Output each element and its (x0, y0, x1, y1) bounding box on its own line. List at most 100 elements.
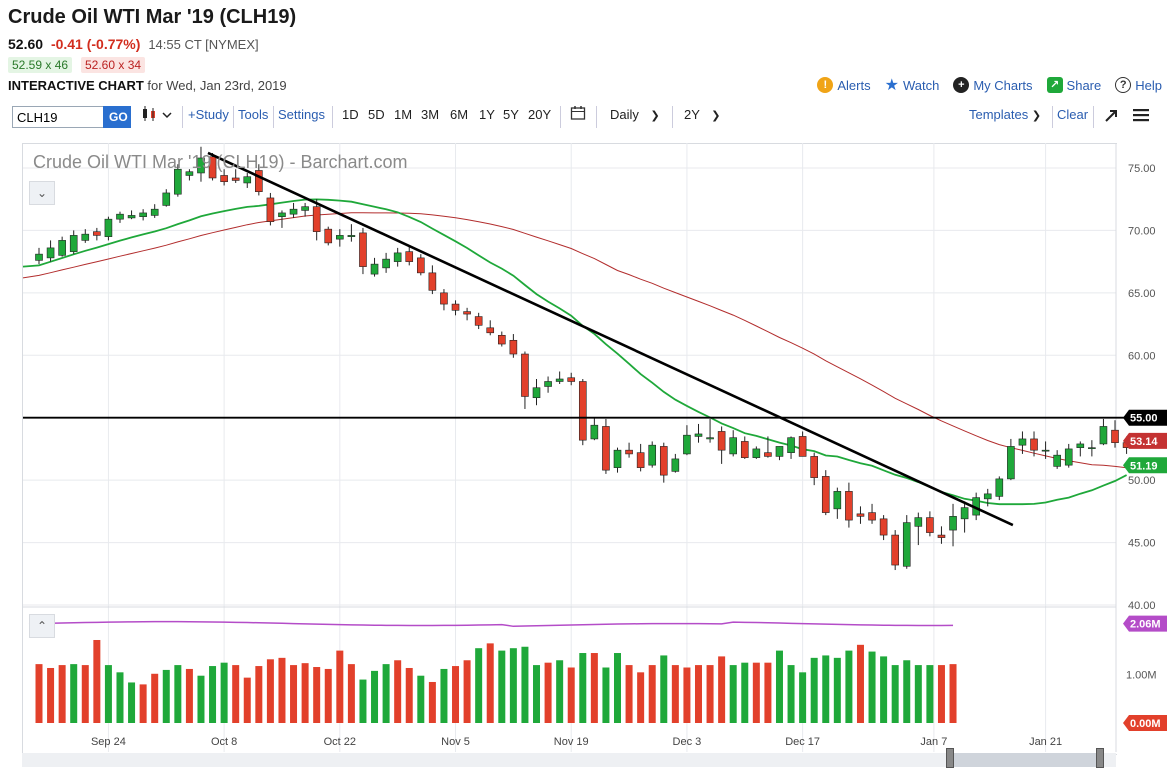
candle-body (301, 206, 309, 211)
volume-bar (949, 664, 957, 723)
menu-icon[interactable] (1133, 108, 1149, 125)
volume-bar (914, 665, 922, 723)
volume-bar (394, 660, 402, 723)
volume-bar (47, 667, 55, 723)
time-scrollbar[interactable] (22, 753, 1116, 767)
candle-body (266, 197, 275, 222)
volume-bar (752, 662, 760, 723)
scrollbar-thumb[interactable] (950, 753, 1100, 767)
range-5d[interactable]: 5D (368, 107, 385, 122)
range-1y[interactable]: 1Y (479, 107, 495, 122)
expand-icon[interactable] (1104, 109, 1118, 126)
clear-button[interactable]: Clear (1057, 107, 1089, 122)
y-tick-label: 65.00 (1128, 288, 1156, 300)
candle-body (613, 449, 622, 468)
volume-bar (278, 657, 286, 723)
candle-body (1064, 448, 1073, 466)
period-select[interactable]: 2Y ❯ (684, 107, 721, 122)
calendar-icon[interactable] (570, 105, 586, 124)
volume-bar (856, 644, 864, 723)
candle-body (706, 437, 714, 440)
scrollbar-right-handle[interactable] (1096, 748, 1104, 768)
ma-slow-marker-bg (1123, 432, 1167, 449)
y-tick-label: 75.00 (1128, 163, 1156, 175)
candle-body (127, 215, 136, 219)
volume-bar (833, 657, 841, 723)
volume-bar (671, 665, 679, 723)
volume-bar (243, 677, 251, 723)
watch-link[interactable]: ★ Watch (884, 77, 940, 94)
volume-bar (625, 665, 633, 723)
alerts-link[interactable]: ! Alerts (817, 77, 871, 93)
x-tick-label: Dec 3 (673, 736, 702, 748)
plus-icon: + (953, 77, 970, 93)
volume-bar (868, 651, 876, 723)
scrollbar-left-handle[interactable] (946, 748, 954, 768)
price-change: -0.41 (-0.77%) (50, 36, 141, 52)
star-icon: ★ (884, 77, 899, 94)
candle-body (93, 231, 101, 236)
candle-body (174, 168, 182, 195)
volume-bar (336, 650, 344, 723)
candle-body (393, 252, 402, 262)
settings-button[interactable]: Settings (278, 107, 325, 122)
range-1m[interactable]: 1M (394, 107, 413, 122)
volume-ma-marker-bg (1123, 615, 1167, 632)
candle-body (1007, 446, 1015, 480)
range-6m[interactable]: 6M (450, 107, 469, 122)
resistance-marker: 55.00 (1130, 413, 1158, 425)
volume-bar (440, 668, 448, 723)
go-button[interactable]: GO (103, 106, 131, 128)
candle-body (983, 493, 992, 500)
range-20y[interactable]: 20Y (528, 107, 552, 122)
help-link[interactable]: ? Help (1115, 77, 1162, 93)
candle-body (879, 518, 888, 536)
volume-bar (475, 648, 483, 723)
price-line: 52.60 -0.41 (-0.77%) 14:55 CT [NYMEX] (8, 36, 259, 52)
bar-type-icon[interactable] (141, 105, 175, 126)
x-tick-label: Nov 5 (441, 736, 470, 748)
y-tick-label: 70.00 (1128, 225, 1156, 237)
tools-button[interactable]: Tools (238, 107, 269, 122)
collapse-price-panel[interactable]: ⌄ (29, 181, 55, 205)
volume-bar (775, 650, 783, 723)
x-tick-label: Oct 8 (211, 736, 237, 748)
candle-body (891, 534, 899, 566)
study-button[interactable]: +Study (188, 107, 229, 122)
candle-body (58, 240, 66, 256)
share-link[interactable]: ↗ Share (1046, 77, 1101, 93)
range-3m[interactable]: 3M (421, 107, 440, 122)
volume-bar (937, 665, 945, 723)
candle-body (567, 377, 576, 382)
volume-bar (614, 653, 621, 723)
ma-fast-line (22, 198, 1128, 506)
collapse-volume-panel[interactable]: ⌃ (29, 614, 55, 638)
candle-body (428, 272, 437, 291)
top-links: ! Alerts ★ Watch + My Charts ↗ Share ? Help (817, 75, 1162, 95)
volume-bar (428, 681, 436, 723)
templates-button[interactable]: Templates ❯ (969, 107, 1042, 122)
candle-body (671, 458, 680, 472)
candle-body (752, 448, 761, 458)
candle-body (578, 381, 587, 441)
interval-select[interactable]: Daily ❯ (610, 107, 660, 122)
x-tick-label: Dec 17 (785, 736, 820, 748)
range-1d[interactable]: 1D (342, 107, 359, 122)
volume-bar (104, 665, 112, 723)
candle-body (463, 311, 471, 315)
volume-bar (556, 660, 564, 723)
candle-body (787, 437, 795, 453)
my-charts-link[interactable]: + My Charts (953, 77, 1033, 93)
candle-body (775, 446, 784, 457)
candle-body (625, 449, 633, 455)
ma-fast-marker-bg (1123, 457, 1167, 474)
symbol-input[interactable] (12, 106, 110, 128)
candle-body (521, 353, 529, 397)
y-tick-label: 60.00 (1128, 350, 1156, 362)
volume-bar (81, 665, 89, 723)
range-5y[interactable]: 5Y (503, 107, 519, 122)
candle-body (81, 233, 90, 241)
volume-bar (660, 655, 668, 723)
y-tick-label: 50.00 (1128, 475, 1156, 487)
